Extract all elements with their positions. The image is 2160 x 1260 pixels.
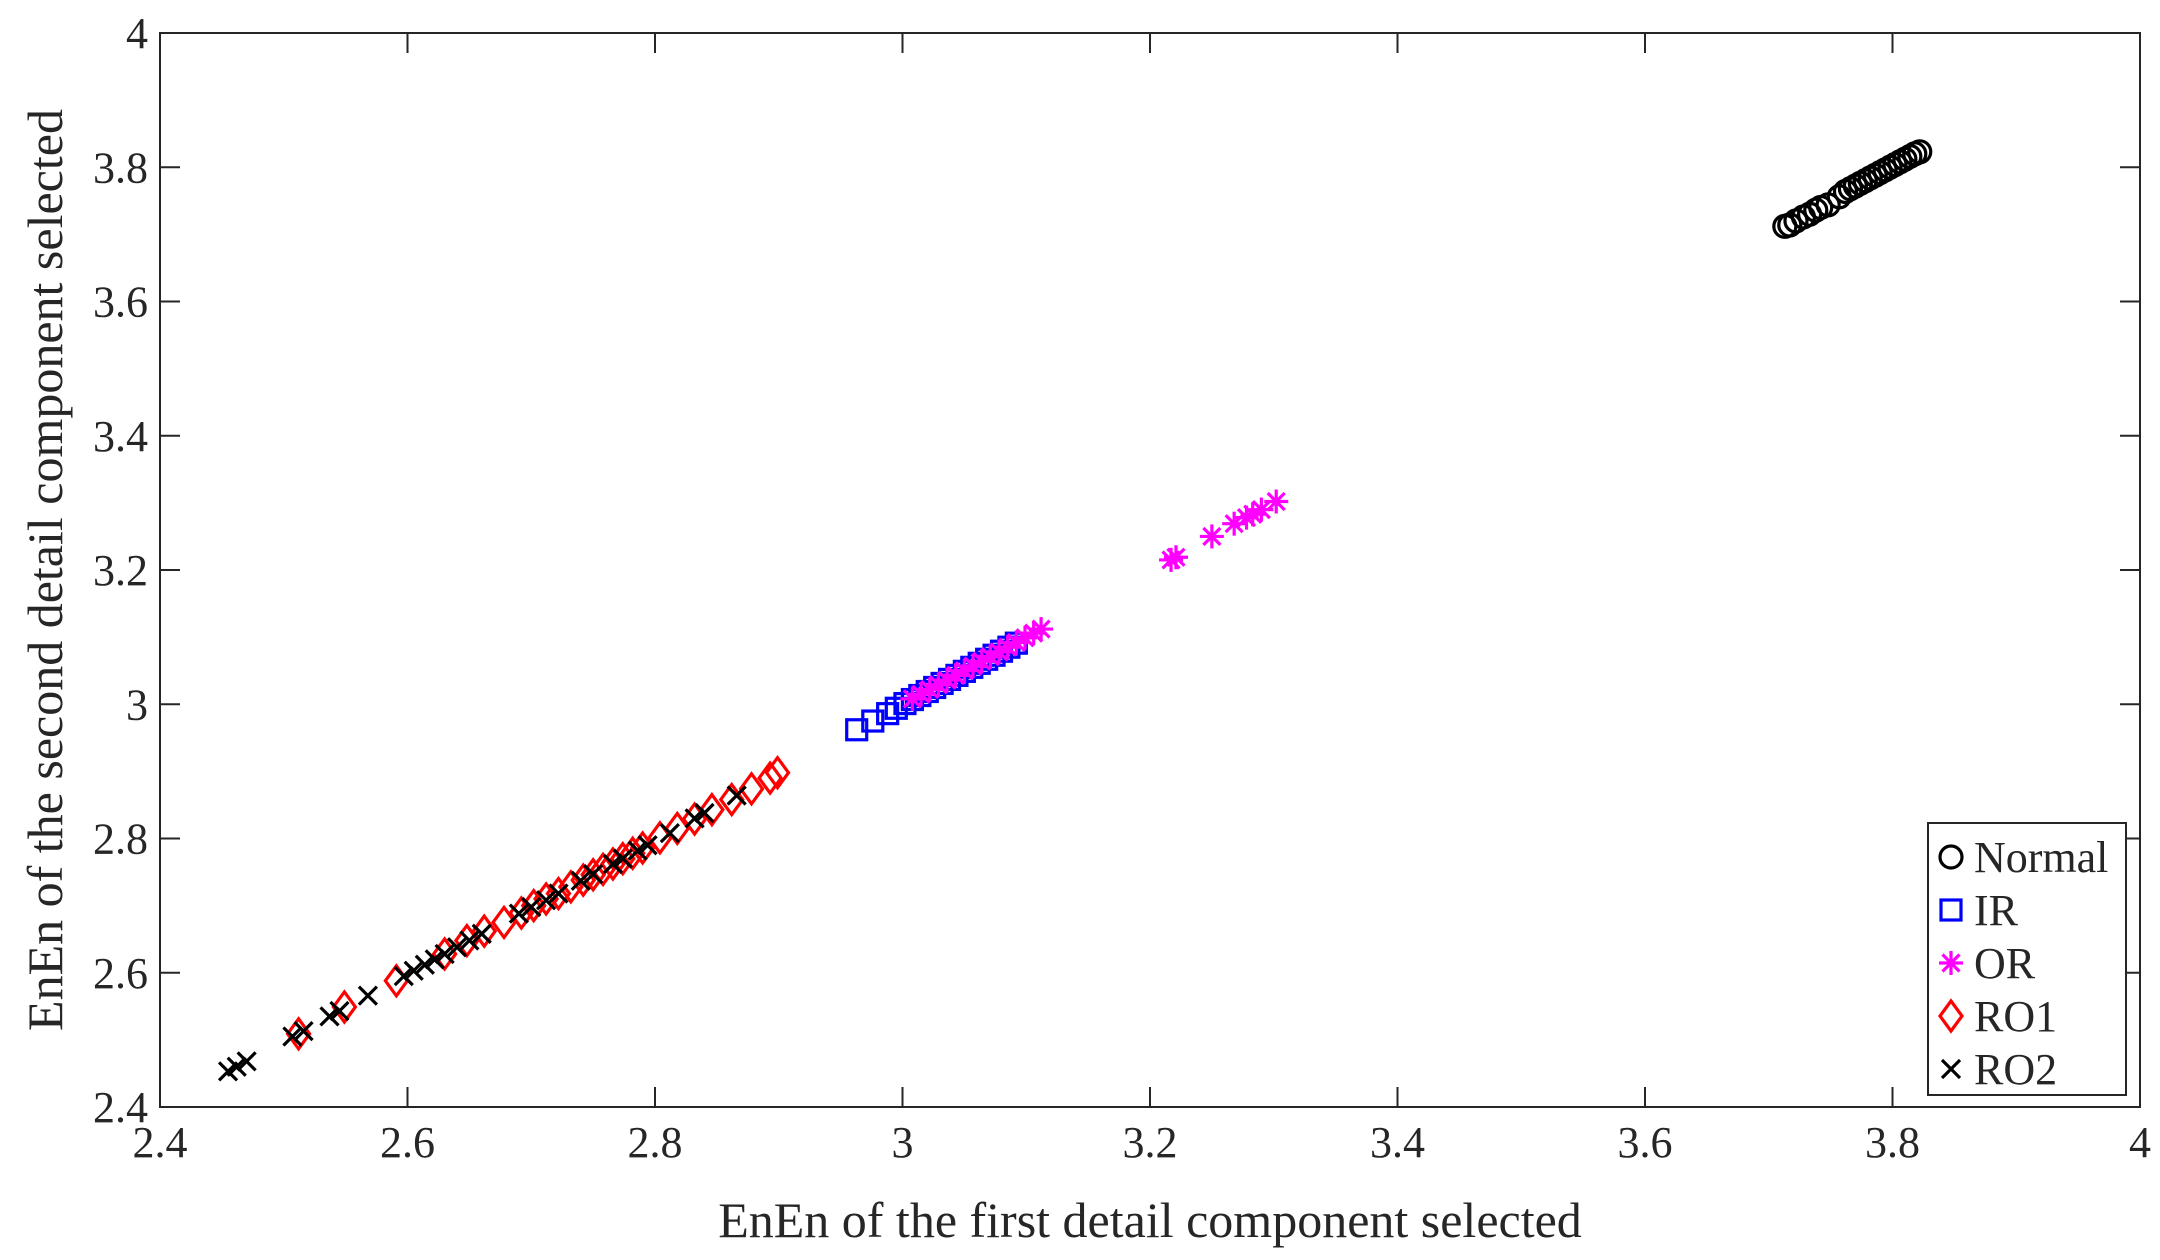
legend-box [1927,822,2127,1096]
legend-label-ir: IR [1974,886,2019,935]
point-ro2 [726,785,747,806]
point-ro2 [357,985,379,1006]
legend-marker-normal [1938,844,1964,870]
y-tick-label: 3.2 [93,546,148,595]
y-axis-ticks: 2.4 2.6 2.8 3 3.2 3.4 3.6 3.8 4 [93,9,2140,1132]
legend-label-or: OR [1974,939,2036,988]
y-tick-label: 2.8 [93,815,148,864]
point-ro2 [434,943,455,965]
point-ro2 [637,835,658,856]
point-ro1 [664,810,691,847]
y-tick-label: 3.4 [93,412,148,461]
point-ro2 [548,883,569,904]
series-or [900,489,1289,711]
legend-marker-ro2 [1940,1058,1962,1080]
point-or [1264,489,1289,514]
point-ro2 [694,802,715,824]
point-ro2 [393,965,414,987]
point-ro1 [764,755,791,791]
point-ro2 [282,1026,303,1047]
point-or [1199,524,1224,549]
legend-label-normal: Normal [1974,833,2108,882]
point-ro2 [446,937,468,958]
point-ir [975,647,999,671]
x-tick-label: 3.2 [1123,1118,1178,1167]
point-normal [1777,212,1803,238]
y-tick-label: 3.6 [93,278,148,327]
legend-marker-or [1939,951,1963,975]
point-ro2 [236,1051,257,1072]
y-axis-title: EnEn of the second detail component sele… [17,109,73,1031]
legend-marker-ro1 [1938,998,1964,1034]
point-ro1 [545,875,572,912]
point-ro2 [508,903,530,924]
point-ro2 [659,822,680,844]
x-tick-label: 2.6 [380,1118,435,1167]
point-ro2 [414,954,435,975]
point-ro1 [609,840,636,877]
x-tick-label: 3.6 [1618,1118,1673,1167]
point-ro2 [471,923,492,944]
point-ro1 [580,857,607,893]
x-tick-label: 2.8 [628,1118,683,1167]
point-ro2 [602,853,624,875]
legend-marker-ir [1939,898,1963,922]
point-ro2 [329,1000,350,1022]
y-tick-label: 2.6 [93,949,148,998]
point-normal [1907,139,1933,165]
series-normal [1772,139,1933,239]
x-tick-label: 4 [2129,1118,2151,1167]
point-ro2 [535,890,557,911]
point-ro2 [424,949,445,970]
legend-label-ro1: RO1 [1974,992,2057,1041]
point-or [1029,617,1054,642]
point-ro2 [319,1006,340,1027]
legend-label-ro2: RO2 [1974,1045,2057,1094]
point-ro2 [627,840,648,861]
point-ro1 [491,904,518,941]
point-ro1 [757,760,784,796]
point-ro1 [738,771,765,807]
point-ro2 [521,896,542,918]
point-ro1 [331,989,358,1025]
y-tick-label: 3.8 [93,143,148,192]
x-tick-label: 2.4 [133,1118,188,1167]
point-ir [861,709,885,733]
point-ro2 [684,808,705,829]
y-tick-label: 3 [126,680,148,729]
x-tick-label: 3.4 [1370,1118,1425,1167]
point-ro2 [226,1056,247,1077]
point-ir [923,675,947,700]
point-ro2 [582,863,604,885]
point-or [1163,545,1188,570]
point-ro2 [570,870,591,891]
point-ro2 [612,848,633,869]
x-axis-ticks: 2.4 2.6 2.8 3 3.2 3.4 3.6 3.8 4 [133,33,2151,1167]
point-ro1 [646,820,673,856]
x-tick-label: 3 [892,1118,914,1167]
y-tick-label: 2.4 [93,1083,148,1132]
point-ro2 [459,930,480,951]
x-axis-title: EnEn of the first detail component selec… [718,1192,1582,1248]
point-ro1 [698,791,725,828]
point-ro2 [403,960,424,981]
point-ro2 [293,1021,314,1042]
x-tick-label: 3.8 [1865,1118,1920,1167]
data-marks [217,139,1933,1082]
y-tick-label: 4 [126,9,148,58]
point-ro1 [431,936,458,972]
series-ro2 [217,785,747,1082]
